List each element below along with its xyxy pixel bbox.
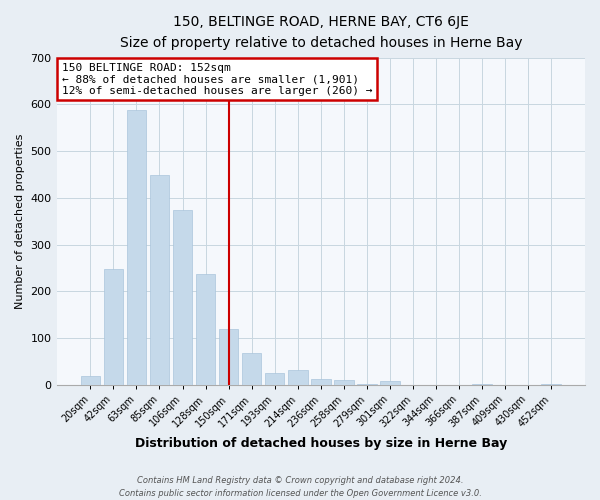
Bar [149,175,169,384]
Bar [311,378,331,384]
Bar [173,210,193,384]
Bar [334,380,353,384]
Bar [127,110,146,384]
Y-axis label: Number of detached properties: Number of detached properties [15,134,25,309]
Bar [288,370,308,384]
X-axis label: Distribution of detached houses by size in Herne Bay: Distribution of detached houses by size … [134,437,507,450]
Bar [104,269,123,384]
Bar [219,328,238,384]
Bar [80,376,100,384]
Bar [380,380,400,384]
Title: 150, BELTINGE ROAD, HERNE BAY, CT6 6JE
Size of property relative to detached hou: 150, BELTINGE ROAD, HERNE BAY, CT6 6JE S… [119,15,522,50]
Bar [265,373,284,384]
Bar [242,354,262,384]
Text: 150 BELTINGE ROAD: 152sqm
← 88% of detached houses are smaller (1,901)
12% of se: 150 BELTINGE ROAD: 152sqm ← 88% of detac… [62,62,373,96]
Bar [196,274,215,384]
Text: Contains HM Land Registry data © Crown copyright and database right 2024.
Contai: Contains HM Land Registry data © Crown c… [119,476,481,498]
